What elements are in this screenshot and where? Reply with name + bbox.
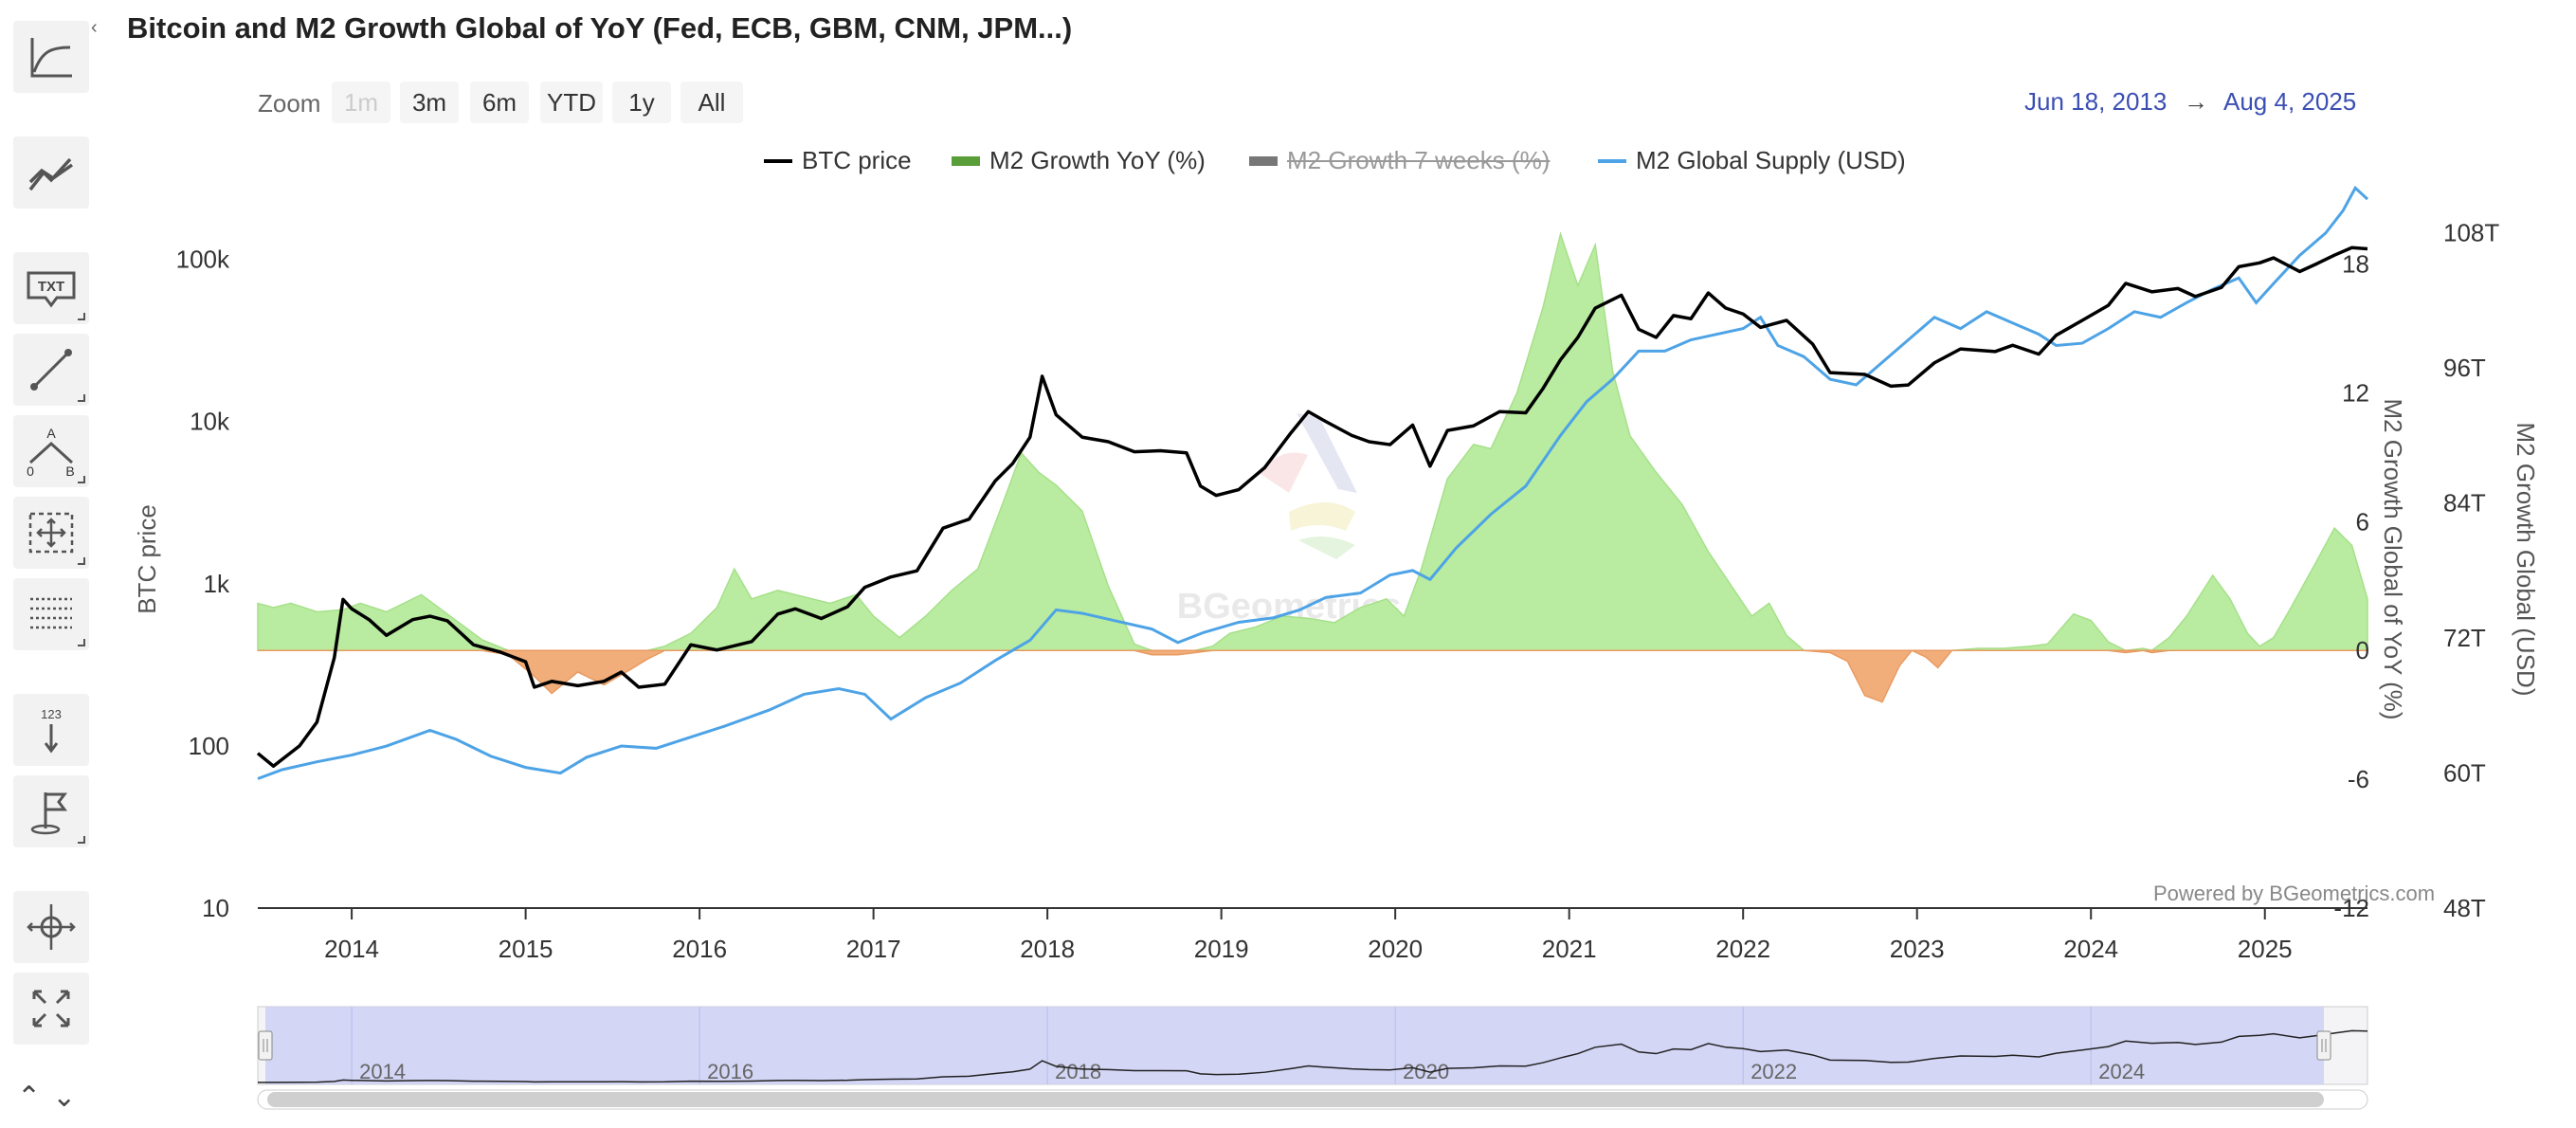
flag-icon[interactable] (13, 775, 89, 847)
x-tick-label: 2024 (2063, 935, 2118, 963)
legend-m2-global-supply[interactable]: M2 Global Supply (USD) (1598, 146, 1906, 175)
m2-supply-axis-tick-label: 48T (2443, 894, 2486, 922)
m2-growth-axis-tick-label: -12 (2333, 894, 2369, 922)
m2-supply-line-group (257, 185, 2369, 780)
fibonacci-icon[interactable] (13, 578, 89, 650)
x-tick-label: 2015 (499, 935, 553, 963)
text-annotation-icon[interactable]: TXT (13, 252, 89, 324)
btc-axis-tick-label: 100 (189, 732, 229, 760)
x-tick-label: 2023 (1890, 935, 1945, 963)
x-tick-label: 2022 (1715, 935, 1770, 963)
fullscreen-icon[interactable] (13, 973, 89, 1045)
navigator-tick-label: 2018 (1055, 1060, 1101, 1083)
x-tick-label: 2025 (2238, 935, 2293, 963)
m2-supply-axis-tick-label: 108T (2443, 219, 2499, 247)
compare-icon[interactable] (13, 136, 89, 209)
collapse-toolbar-icon[interactable]: ‹ (91, 17, 98, 38)
x-tick-label: 2018 (1020, 935, 1075, 963)
x-tick-label: 2014 (324, 935, 379, 963)
pattern-label-a: A (46, 426, 56, 441)
navigator-group[interactable]: 2014 2016 2018 2020 2022 2024 (257, 1006, 2368, 1110)
zoom-all-button[interactable]: All (680, 82, 743, 123)
x-tick-label: 2017 (846, 935, 901, 963)
btc-axis-tick-label: 10k (190, 408, 230, 436)
legend-m2-7weeks-label: M2 Growth 7 weeks (%) (1287, 146, 1551, 174)
navigator-scrollbar-thumb (267, 1092, 2324, 1107)
date-range-to[interactable]: Aug 4, 2025 (2223, 87, 2357, 116)
date-range-arrow: → (2184, 87, 2208, 116)
m2-supply-line (257, 185, 2369, 780)
legend-btc-symbol (764, 158, 792, 163)
legend-m2-supply-symbol (1598, 158, 1626, 163)
powered-by-credit[interactable]: Powered by BGeometrics.com (2153, 882, 2436, 905)
m2-supply-axis-title: M2 Growth Global (USD) (2512, 423, 2540, 697)
navigator-tick-label: 2016 (707, 1060, 753, 1083)
btc-axis-tick-label: 10 (202, 894, 229, 922)
x-tick-label: 2016 (672, 935, 727, 963)
legend-btc-label: BTC price (802, 146, 912, 174)
m2-growth-axis-tick-label: 18 (2342, 250, 2369, 279)
m2-growth-axis-tick-label: -6 (2348, 765, 2369, 793)
btc-price-line (256, 246, 2368, 769)
navigator-left-handle (258, 1030, 273, 1061)
m2-growth-axis-tick-label: 0 (2356, 636, 2369, 664)
pattern-abc-icon[interactable]: A 0 B (13, 415, 89, 487)
navigator-tick-label: 2014 (359, 1060, 406, 1083)
date-range-from[interactable]: Jun 18, 2013 (2024, 87, 2168, 116)
measure-icon[interactable] (13, 497, 89, 569)
legend-m2-7weeks-symbol (1249, 155, 1278, 166)
legend-btc-price[interactable]: BTC price (764, 146, 912, 175)
zoom-1m-button[interactable]: 1m (332, 82, 390, 123)
zoom-label: Zoom (258, 89, 321, 118)
legend-m2-supply-label: M2 Global Supply (USD) (1636, 146, 1906, 174)
btc-axis-tick-label: 1k (204, 570, 230, 598)
zoom-3m-button[interactable]: 3m (400, 82, 459, 123)
navigator-right-handle (2316, 1030, 2331, 1061)
pattern-label-b: B (65, 464, 74, 478)
m2-supply-axis-tick-label: 60T (2443, 759, 2486, 788)
vertical-counter-icon[interactable]: 123 (13, 694, 89, 766)
m2-supply-axis-tick-label: 72T (2443, 624, 2486, 652)
zoom-pan-icon[interactable] (13, 891, 89, 963)
navigator-selected-range (265, 1007, 2324, 1084)
btc-line-group (256, 246, 2368, 769)
indicators-icon[interactable] (13, 21, 89, 93)
m2-growth-negative-area (258, 649, 2367, 703)
m2-growth-axis-tick-label: 6 (2356, 507, 2369, 536)
legend-m2-growth-label: M2 Growth YoY (%) (989, 146, 1206, 174)
m2-supply-axis-tick-label: 96T (2443, 354, 2486, 382)
navigator-tick-label: 2022 (1751, 1060, 1797, 1083)
pattern-label-0: 0 (27, 464, 34, 478)
zoom-1y-button[interactable]: 1y (612, 82, 671, 123)
navigator-btc-line (257, 1029, 2368, 1083)
btc-axis-title: BTC price (133, 504, 161, 614)
legend-m2-growth-symbol (952, 155, 980, 166)
x-tick-label: 2019 (1194, 935, 1249, 963)
btc-axis-tick-label: 100k (176, 246, 230, 274)
navigator-tick-label: 2024 (2098, 1060, 2145, 1083)
chart-title: Bitcoin and M2 Growth Global of YoY (Fed… (127, 11, 1073, 45)
vertical-counter-label: 123 (41, 707, 62, 721)
legend-m2-growth-7-weeks[interactable]: M2 Growth 7 weeks (%) (1249, 146, 1550, 175)
legend-m2-growth-yoy[interactable]: M2 Growth YoY (%) (952, 146, 1206, 175)
m2-supply-axis-tick-label: 84T (2443, 489, 2486, 518)
m2-growth-axis-title: M2 Growth Global of YoY (%) (2379, 398, 2407, 719)
axes-group: 2014 2015 2016 2017 2018 2019 2020 2021 2022 2023… (133, 219, 2540, 963)
line-drawing-icon[interactable] (13, 334, 89, 406)
zoom-ytd-button[interactable]: YTD (540, 82, 603, 123)
text-annotation-label: TXT (38, 279, 64, 295)
toolbar-scroll-arrows-icon[interactable]: ⌃⌄ (17, 1082, 88, 1113)
zoom-6m-button[interactable]: 6m (470, 82, 529, 123)
m2-growth-axis-tick-label: 12 (2342, 378, 2369, 407)
m2-growth-area-group (257, 231, 2368, 703)
x-tick-label: 2020 (1368, 935, 1423, 963)
x-tick-label: 2021 (1542, 935, 1597, 963)
watermark: BGeometrics (1177, 413, 1401, 627)
